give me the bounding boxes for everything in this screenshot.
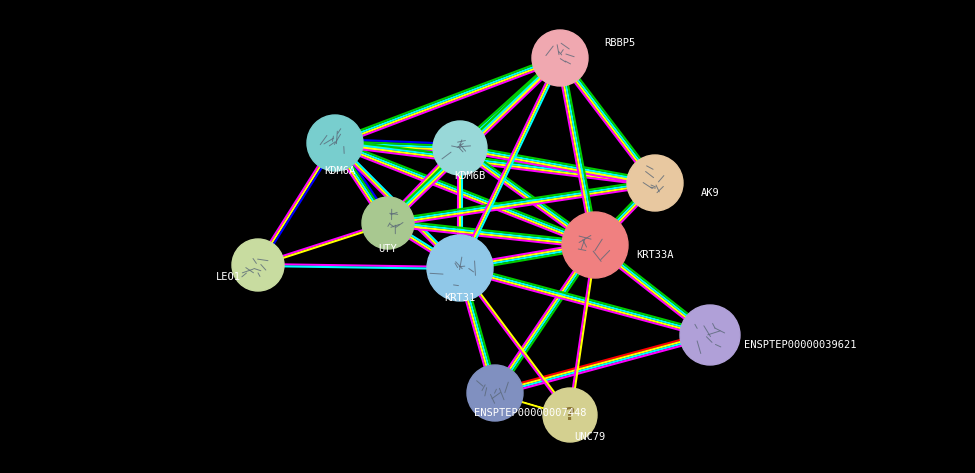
Circle shape bbox=[627, 155, 683, 211]
Circle shape bbox=[532, 30, 588, 86]
Circle shape bbox=[307, 115, 363, 171]
Text: RBBP5: RBBP5 bbox=[604, 38, 636, 48]
Text: LEO1: LEO1 bbox=[215, 272, 241, 282]
Text: KDM6A: KDM6A bbox=[325, 166, 356, 176]
Text: ENSPTEP00000007448: ENSPTEP00000007448 bbox=[474, 408, 586, 418]
Text: UNC79: UNC79 bbox=[574, 432, 605, 442]
Circle shape bbox=[680, 305, 740, 365]
Circle shape bbox=[232, 239, 284, 291]
Text: ENSPTEP00000039621: ENSPTEP00000039621 bbox=[744, 340, 856, 350]
Text: ?: ? bbox=[565, 406, 575, 424]
Text: KRT33A: KRT33A bbox=[637, 250, 674, 260]
Circle shape bbox=[543, 388, 597, 442]
Text: KDM6B: KDM6B bbox=[454, 171, 486, 181]
Text: UTY: UTY bbox=[378, 244, 398, 254]
Circle shape bbox=[362, 197, 414, 249]
Circle shape bbox=[427, 235, 493, 301]
Circle shape bbox=[467, 365, 523, 421]
Circle shape bbox=[562, 212, 628, 278]
Circle shape bbox=[433, 121, 487, 175]
Text: AK9: AK9 bbox=[701, 188, 720, 198]
Text: KRT31: KRT31 bbox=[445, 293, 476, 303]
